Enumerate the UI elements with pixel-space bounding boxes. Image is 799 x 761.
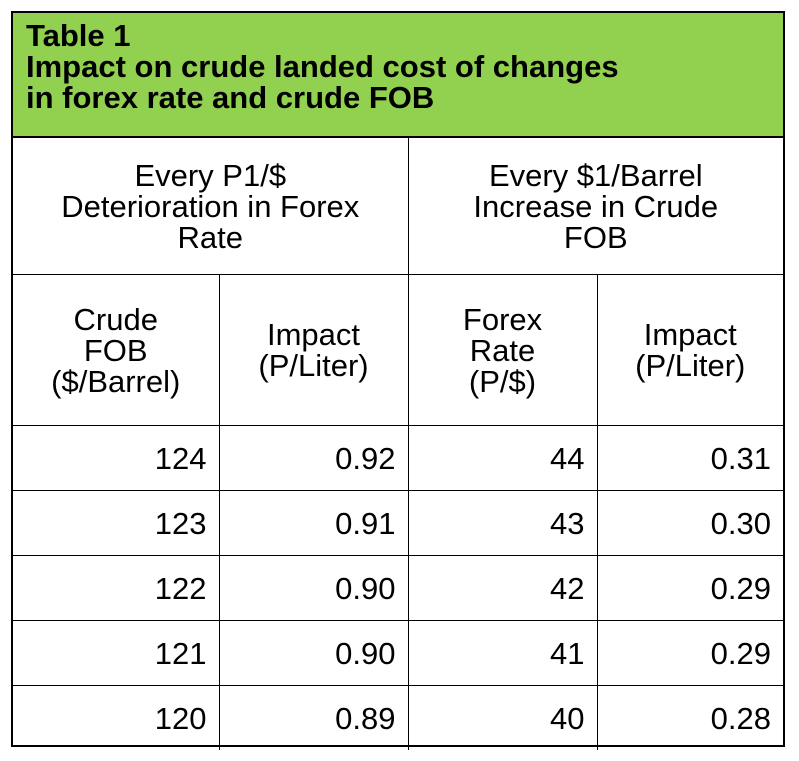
cell-crude-fob: 122	[13, 555, 220, 621]
cell-impact-crude: 0.29	[596, 555, 784, 621]
column-header-row: Crude FOB ($/Barrel) Impact (P/Liter) Fo…	[13, 274, 784, 426]
column-header-line: ($/Barrel)	[51, 363, 181, 399]
group-header-forex-line: Rate	[177, 219, 243, 255]
column-header-forex-rate: Forex Rate (P/$)	[407, 274, 598, 426]
table-frame: Table 1 Impact on crude landed cost of c…	[11, 11, 785, 750]
table-number: Table 1	[26, 18, 131, 53]
column-header-crude-fob: Crude FOB ($/Barrel)	[13, 274, 220, 426]
cell-crude-fob: 120	[13, 685, 220, 750]
impact-table: Every P1/$ Deterioration in Forex Rate E…	[13, 138, 784, 750]
cell-crude-fob: 124	[13, 425, 220, 491]
cell-impact-forex: 0.92	[218, 425, 409, 491]
cell-forex-rate: 44	[407, 425, 598, 491]
group-header-crude-fob: Every $1/Barrel Increase in Crude FOB	[407, 138, 784, 275]
group-header-forex-line: Deterioration in Forex	[61, 188, 360, 224]
cell-impact-forex: 0.90	[218, 620, 409, 686]
column-header-line: Rate	[469, 332, 536, 368]
cell-forex-rate: 43	[407, 490, 598, 556]
column-header-line: (P/Liter)	[635, 348, 746, 383]
column-header-line: Forex	[462, 301, 543, 337]
cell-impact-forex: 0.91	[218, 490, 409, 556]
column-header-line: Crude	[73, 301, 158, 337]
column-header-impact-forex: Impact (P/Liter)	[218, 274, 409, 426]
cell-forex-rate: 41	[407, 620, 598, 686]
group-header-forex: Every P1/$ Deterioration in Forex Rate	[13, 138, 409, 275]
cell-impact-crude: 0.28	[596, 685, 784, 750]
group-header-crude-line: Increase in Crude	[473, 188, 719, 224]
group-header-crude-line: Every $1/Barrel	[488, 157, 703, 193]
group-header-crude-line: FOB	[563, 219, 628, 255]
table-row: 122 0.90 42 0.29	[13, 555, 784, 621]
table-row: 124 0.92 44 0.31	[13, 425, 784, 491]
cell-crude-fob: 121	[13, 620, 220, 686]
column-header-line: Impact	[643, 317, 737, 352]
cell-crude-fob: 123	[13, 490, 220, 556]
column-header-line: (P/$)	[468, 363, 537, 399]
table-title-line-1: Impact on crude landed cost of changes	[26, 49, 619, 84]
table-title-line-2: in forex rate and crude FOB	[26, 80, 435, 115]
table-row: 121 0.90 41 0.29	[13, 620, 784, 686]
cell-forex-rate: 40	[407, 685, 598, 750]
column-header-line: FOB	[83, 332, 148, 368]
cell-impact-forex: 0.90	[218, 555, 409, 621]
table-row: 123 0.91 43 0.30	[13, 490, 784, 556]
group-header-forex-line: Every P1/$	[134, 157, 287, 193]
table-title-box: Table 1 Impact on crude landed cost of c…	[13, 13, 783, 138]
cell-impact-crude: 0.30	[596, 490, 784, 556]
column-header-line: (P/Liter)	[258, 348, 369, 383]
table-row: 120 0.89 40 0.28	[13, 685, 784, 750]
cell-impact-crude: 0.31	[596, 425, 784, 491]
column-header-line: Impact	[266, 317, 361, 352]
cell-impact-crude: 0.29	[596, 620, 784, 686]
group-header-row: Every P1/$ Deterioration in Forex Rate E…	[13, 138, 784, 275]
column-header-impact-crude: Impact (P/Liter)	[596, 274, 784, 426]
cell-impact-forex: 0.89	[218, 685, 409, 750]
cell-forex-rate: 42	[407, 555, 598, 621]
